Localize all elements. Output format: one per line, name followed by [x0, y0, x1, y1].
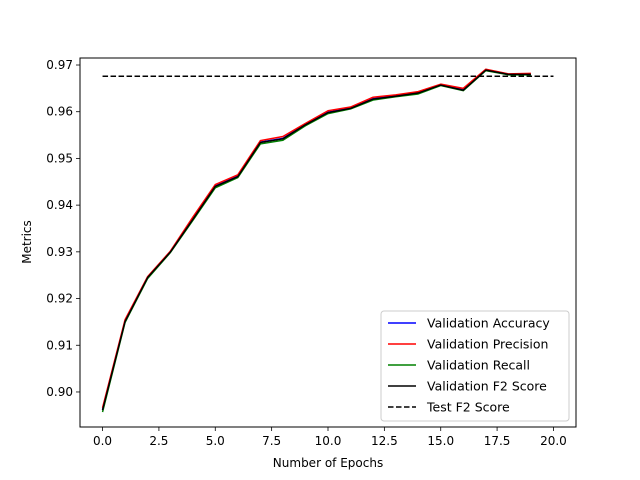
x-axis: 0.0 2.5 5.0 7.5 10.0 12.5 15.0 17.5 20.0: [93, 427, 567, 448]
legend-box: [380, 310, 570, 422]
y-tick-label: 0.95: [46, 151, 73, 165]
legend-label: Test F2 Score: [426, 400, 510, 415]
legend-label: Validation F2 Score: [427, 379, 547, 394]
y-tick-label: 0.93: [46, 245, 73, 259]
x-tick-label: 7.5: [262, 434, 281, 448]
series-line-validation-f2-score: [101, 69, 531, 411]
x-tick-label: 15.0: [427, 434, 454, 448]
y-tick-label: 0.97: [46, 58, 73, 72]
y-axis-title: Metrics: [20, 220, 34, 264]
legend-label: Validation Precision: [427, 337, 548, 352]
series-layer: [101, 68, 554, 413]
x-tick-label: 17.5: [484, 434, 511, 448]
y-tick-label: 0.92: [46, 292, 73, 306]
y-tick-label: 0.90: [46, 385, 73, 399]
x-tick-label: 5.0: [206, 434, 225, 448]
y-tick-label: 0.94: [46, 198, 73, 212]
legend-label: Validation Accuracy: [427, 316, 550, 331]
x-tick-label: 12.5: [371, 434, 398, 448]
legend: Validation Accuracy Validation Precision V…: [380, 310, 570, 422]
x-tick-label: 2.5: [149, 434, 168, 448]
x-axis-title: Number of Epochs: [273, 456, 383, 470]
x-tick-label: 20.0: [540, 434, 567, 448]
y-axis: 0.90 0.91 0.92 0.93 0.94 0.95 0.96 0.97: [46, 58, 80, 399]
x-tick-label: 10.0: [315, 434, 342, 448]
legend-label: Validation Recall: [427, 358, 530, 373]
y-tick-label: 0.91: [46, 338, 73, 352]
y-tick-label: 0.96: [46, 105, 73, 119]
x-tick-label: 0.0: [93, 434, 112, 448]
